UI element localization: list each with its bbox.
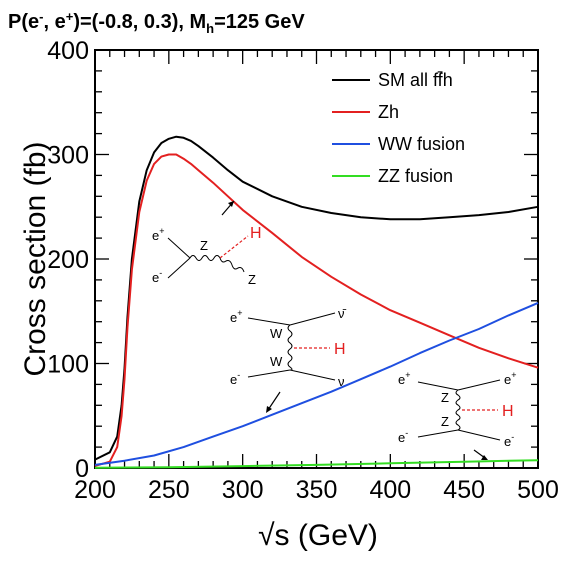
x-tick-label: 450 (443, 476, 485, 504)
y-tick-label: 100 (47, 351, 89, 379)
series-line-zz-fusion (94, 459, 539, 469)
ww-h-label: H (334, 341, 346, 358)
zh-arrow-head (228, 201, 234, 207)
zz-eminus-in-line (417, 429, 459, 438)
y-tick-label: 0 (75, 455, 89, 483)
zz-z2-label: Z (441, 414, 449, 429)
ww-eminus-label: e- (230, 370, 240, 387)
ww-arrow-head (266, 406, 272, 413)
ww-nubar-label: ν̄ (338, 306, 347, 321)
zz-z-propagators (455, 389, 461, 431)
legend: SM all ff̄h Zh WW fusion ZZ fusion (332, 70, 465, 186)
series-line-zh (94, 153, 539, 467)
zz-eminus-out-line (457, 429, 501, 441)
zz-arrow-head (481, 455, 488, 460)
zz-eplus-out-label: e+ (504, 370, 517, 387)
x-tick-label: 300 (222, 476, 264, 504)
ww-eminus-line (247, 369, 291, 378)
zz-eplus-in-label: e+ (398, 370, 411, 387)
legend-label: WW fusion (378, 134, 465, 154)
zz-eminus-in-label: e- (398, 428, 408, 445)
zh-eplus-line (167, 237, 191, 259)
series-lines (94, 135, 539, 469)
zz-z1-label: Z (441, 390, 449, 405)
ww-w-propagators (287, 324, 293, 371)
x-tick-label: 250 (148, 476, 190, 504)
zz-eplus-in-line (417, 381, 459, 391)
ww-feynman-diagram: e+ e- W W ν̄ ν H (230, 306, 347, 413)
y-tick-label: 200 (47, 246, 89, 274)
ww-eplus-line (247, 317, 291, 326)
legend-label: SM all ff̄h (378, 70, 453, 90)
x-tick-label: 350 (296, 476, 338, 504)
x-tick-label: 400 (369, 476, 411, 504)
series-line-ww-fusion (94, 301, 539, 466)
ww-nu-line (289, 369, 336, 381)
axis-ticks (94, 49, 539, 469)
ww-nubar-line (289, 312, 336, 326)
zh-higgs-line (219, 235, 249, 259)
zh-eminus-line (167, 257, 191, 279)
zz-eplus-out-line (457, 379, 501, 391)
ww-eplus-label: e+ (230, 308, 243, 325)
x-tick-label: 200 (74, 476, 116, 504)
y-axis-title: Cross section (fb) (19, 141, 52, 376)
zh-zout-label: Z (248, 272, 256, 287)
y-tick-label: 400 (47, 37, 89, 65)
zz-feynman-diagram: e+ e+ e- e- Z Z H (398, 370, 517, 460)
ww-nu-label: ν (338, 374, 345, 389)
y-tick-label: 300 (47, 142, 89, 170)
plot-frame (94, 49, 539, 469)
x-tick-label: 500 (517, 476, 559, 504)
legend-label: ZZ fusion (378, 166, 453, 186)
zh-z-propagator (189, 255, 221, 261)
ww-w1-label: W (270, 326, 283, 341)
x-axis-title: √s (GeV) (258, 519, 378, 552)
zh-eplus-label: e+ (152, 226, 165, 243)
zh-feynman-diagram: e+ e- Z H Z (152, 200, 262, 287)
ww-w2-label: W (270, 354, 283, 369)
zh-z-label: Z (200, 238, 208, 253)
chart-title: P(e-, e+)=(-0.8, 0.3), Mh=125 GeV (8, 9, 305, 36)
zz-eminus-out-label: e- (504, 432, 514, 449)
zz-h-label: H (502, 403, 514, 420)
ww-arrow (267, 391, 281, 411)
zh-h-label: H (250, 225, 262, 242)
legend-label: Zh (378, 102, 399, 122)
series-line-sm-all-ff-h (94, 135, 539, 461)
tick-labels: 200 250 300 350 400 450 500 0 100 200 300 400 (47, 37, 559, 504)
zh-eminus-label: e- (152, 268, 162, 285)
zh-z-out (219, 257, 245, 273)
